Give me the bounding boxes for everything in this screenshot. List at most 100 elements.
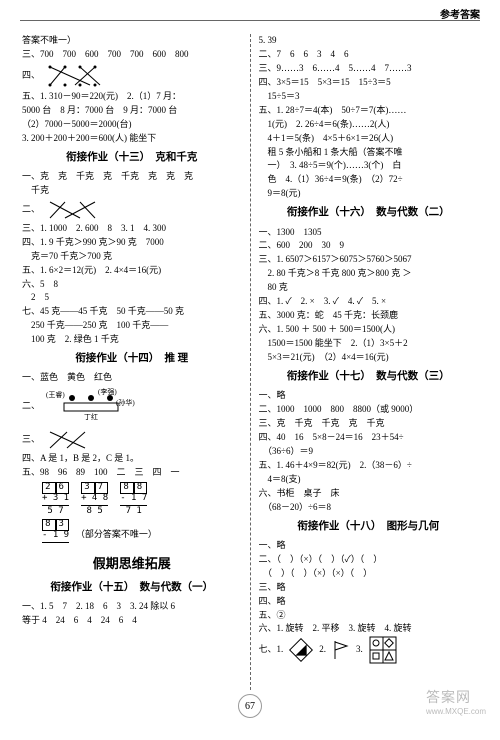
label: 七、1. bbox=[259, 643, 284, 657]
text-line: 三、700 700 600 700 700 600 800 bbox=[22, 48, 242, 62]
text-line: 五、1. 6×2＝12(元) 2. 4×4＝16(元) bbox=[22, 264, 242, 278]
text-line: 二、（ ）（×）（ ）（✓）（ ） bbox=[259, 553, 479, 567]
text-line: 五、1. 28÷7＝4(本) 50÷7＝7(本)…… bbox=[259, 104, 479, 118]
text-line: 租 5 条小船和 1 条大船（答案不唯 bbox=[259, 146, 479, 160]
text-line: 三、克 千克 千克 克 千克 bbox=[259, 417, 479, 431]
calc-4: 83 - 1 96 4 bbox=[42, 519, 69, 544]
section-title: 衔接作业（十八） 图形与几何 bbox=[259, 519, 479, 535]
watermark-sub: www.MXQE.com bbox=[426, 707, 486, 716]
text-line: （2）7000－5000＝2000(台) bbox=[22, 118, 242, 132]
left-column: 答案不唯一） 三、700 700 600 700 700 600 800 四、 … bbox=[22, 34, 242, 690]
text-line: 六、5 8 bbox=[22, 278, 242, 292]
text-line: 三、1. 6507＞6157＞6075＞5760＞5067 bbox=[259, 253, 479, 267]
text-line: 五、98 96 89 100 二 三 四 一 bbox=[22, 466, 242, 480]
calc-2: 37 + 4 88 5 bbox=[81, 482, 108, 517]
text-line: 2. 80 千克＞8 千克 800 克＞800 克 ＞ bbox=[259, 267, 479, 281]
text-line: 二、 bbox=[22, 198, 242, 222]
svg-text:(李强): (李强) bbox=[98, 387, 117, 396]
text-line: 二、600 200 30 9 bbox=[259, 239, 479, 253]
text-line: 四、1. 9 千克＞990 克＞90 克 7000 bbox=[22, 236, 242, 250]
svg-text:(王睿): (王睿) bbox=[46, 390, 65, 399]
column-divider bbox=[250, 34, 251, 690]
text-line: 4＋1＝5(条) 4×5＋6×1＝26(人) bbox=[259, 132, 479, 146]
text-line: 三、9……3 6……4 5……4 7……3 bbox=[259, 62, 479, 76]
text-line: 三、 bbox=[22, 428, 242, 452]
text-line: 二、1000 1000 800 8800（或 9000） bbox=[259, 403, 479, 417]
text-line: 一、蓝色 黄色 红色 bbox=[22, 371, 242, 385]
text-line: 四、3×5＝15 5×3＝15 15÷3＝5 bbox=[259, 76, 479, 90]
text-line: 100 克 2. 绿色 1 千克 bbox=[22, 333, 242, 347]
cross-match-1 bbox=[45, 63, 105, 89]
watermark: 答案网 www.MXQE.com bbox=[426, 687, 486, 716]
text-line: 六、书柜 桌子 床 bbox=[259, 487, 479, 501]
text-line: 四、40 16 5×8－24＝16 23＋54÷ bbox=[259, 431, 479, 445]
text-line: 四、A 是 1，B 是 2，C 是 1。 bbox=[22, 452, 242, 466]
text-line: （ ）（ ）（×）（×）（ ） bbox=[259, 567, 479, 581]
text-line: 5000 台 8 月：7000 台 9 月：7000 台 bbox=[22, 104, 242, 118]
text-line: 五、② bbox=[259, 609, 479, 623]
text-line: 六、1. 500 ＋ 500 ＋ 500＝1500(人) bbox=[259, 323, 479, 337]
text-line: 等于 4 24 6 4 24 6 4 bbox=[22, 614, 242, 628]
text-line: 二、 (王睿) (李强) (孙华) 丁红 bbox=[22, 385, 242, 428]
text-line: 五、3000 克：蛇 45 千克：长颈鹿 bbox=[259, 309, 479, 323]
text-line: 七、45 克——45 千克 50 千克——50 克 bbox=[22, 305, 242, 319]
calc-note: （部分答案不唯一） bbox=[71, 529, 157, 539]
header-rule bbox=[20, 20, 480, 21]
flag-icon bbox=[332, 639, 350, 661]
text-line: 四、1. ✓ 2. × 3. ✓ 4. ✓ 5. × bbox=[259, 295, 479, 309]
text-line: （68－20）÷6＝8 bbox=[259, 501, 479, 515]
label: 3. bbox=[356, 643, 363, 657]
shape-grid-icon bbox=[369, 636, 397, 664]
label: 三、 bbox=[22, 434, 40, 444]
text-line: 一、克 克 千克 克 千克 克 克 克 bbox=[22, 170, 242, 184]
text-line: 一） 3. 48÷5＝9(个)……3(个) 白 bbox=[259, 159, 479, 173]
text-line: 五、1. 46＋4×9＝82(元) 2.（38－6）÷ bbox=[259, 459, 479, 473]
text-line: 一、略 bbox=[259, 389, 479, 403]
text-line: 1(元) 2. 26÷4＝6(条)……2(人) bbox=[259, 118, 479, 132]
svg-text:丁红: 丁红 bbox=[84, 412, 98, 421]
text-line: 答案不唯一） bbox=[22, 34, 242, 48]
text-line: 四、 bbox=[22, 62, 242, 90]
calc-1: 26 + 3 15 7 bbox=[42, 482, 69, 517]
section-title: 衔接作业（十四） 推 理 bbox=[22, 351, 242, 367]
header-label: 参考答案 bbox=[440, 6, 480, 21]
text-line: 二、7 6 6 3 4 6 bbox=[259, 48, 479, 62]
label: 二、 bbox=[22, 204, 40, 214]
text-line: 克＝70 千克＞700 克 bbox=[22, 250, 242, 264]
label: 2. bbox=[319, 643, 326, 657]
text-line: 一、略 bbox=[259, 539, 479, 553]
text-line: 1500＝1500 能坐下 2.（1）3×5＋2 bbox=[259, 337, 479, 351]
nums: 700 700 600 700 700 600 800 bbox=[40, 49, 189, 59]
shape-answers: 七、1. 2. 3. bbox=[259, 636, 397, 664]
text-line: 5. 39 bbox=[259, 34, 479, 48]
text-line: 80 克 bbox=[259, 281, 479, 295]
section-title: 衔接作业（十五） 数与代数（一） bbox=[22, 580, 242, 596]
text-line: （36÷6）＝9 bbox=[259, 445, 479, 459]
section-title: 衔接作业（十七） 数与代数（三） bbox=[259, 369, 479, 385]
page-number-text: 67 bbox=[245, 701, 255, 712]
label: 四、 bbox=[22, 70, 40, 80]
label: 二、 bbox=[22, 401, 40, 411]
desk-figure: (王睿) (李强) (孙华) 丁红 bbox=[46, 387, 136, 426]
text-line: 五、1. 310－90＝220(元) 2.（1）7 月： bbox=[22, 90, 242, 104]
text-line: 色 4.（1）36÷4＝9(条) （2）72÷ bbox=[259, 173, 479, 187]
text-line: 一、1. 5 7 2. 18 6 3 3. 24 除以 6 bbox=[22, 600, 242, 614]
calc-4-row: 83 - 1 96 4 （部分答案不唯一） bbox=[42, 519, 242, 544]
vertical-calcs: 26 + 3 15 7 37 + 4 88 5 88 - 1 77 1 bbox=[42, 482, 147, 517]
text-line: 三、1. 1000 2. 600 8 3. 1 4. 300 bbox=[22, 222, 242, 236]
label: 三、 bbox=[22, 49, 40, 59]
text-line: 3. 200＋200＋200＝600(人) 能坐下 bbox=[22, 132, 242, 146]
text-line: 9＝8(元) bbox=[259, 187, 479, 201]
text-line: 15÷5＝3 bbox=[259, 90, 479, 104]
text-line: 三、略 bbox=[259, 581, 479, 595]
text-line: 250 千克——250 克 100 千克—— bbox=[22, 319, 242, 333]
right-column: 5. 39 二、7 6 6 3 4 6 三、9……3 6……4 5……4 7……… bbox=[259, 34, 479, 690]
cross-match-3 bbox=[45, 429, 95, 451]
text-line: 四、略 bbox=[259, 595, 479, 609]
diamond-icon bbox=[289, 638, 313, 662]
big-title: 假期思维拓展 bbox=[22, 554, 242, 574]
text-line: 5×3＝21(元) （2）4×4＝16(元) bbox=[259, 351, 479, 365]
text-line: 4＝8(支) bbox=[259, 473, 479, 487]
text-line: 一、1300 1305 bbox=[259, 226, 479, 240]
text-line: 千克 bbox=[22, 184, 242, 198]
